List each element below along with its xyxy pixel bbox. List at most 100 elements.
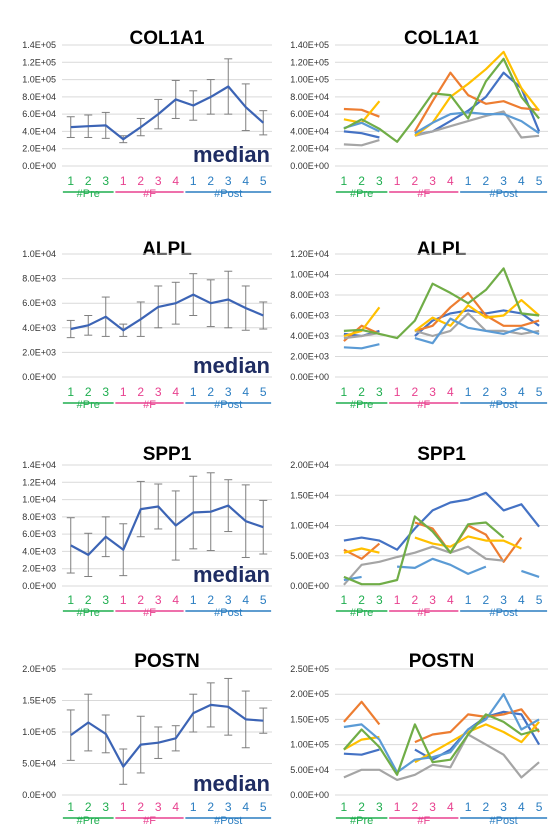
- x-tick-label: 2: [412, 593, 419, 607]
- x-tick-label: 3: [376, 800, 383, 814]
- x-tick-label: 3: [102, 385, 109, 399]
- y-tick-label: 6.00E+04: [290, 109, 329, 119]
- series-3: [343, 110, 540, 147]
- group-label: #Pre: [350, 399, 373, 411]
- x-tick-label: 1: [190, 800, 197, 814]
- x-tick-label: 5: [260, 385, 267, 399]
- group-label: #Pre: [350, 815, 373, 827]
- group-label: #F: [417, 188, 430, 200]
- x-tick-label: 1: [465, 593, 472, 607]
- series-line: [343, 575, 362, 582]
- x-tick-label: 1: [341, 593, 348, 607]
- x-tick-label: 3: [376, 385, 383, 399]
- y-tick-label: 2.00E+03: [290, 352, 329, 362]
- x-tick-label: 4: [518, 593, 525, 607]
- group-label: #Post: [214, 815, 242, 827]
- x-tick-label: 2: [483, 174, 490, 188]
- series-5: [343, 317, 540, 350]
- group-label: #F: [143, 399, 156, 411]
- group-label: #F: [143, 188, 156, 200]
- series-line: [414, 71, 541, 136]
- y-tick-label: 5.00E+03: [290, 551, 329, 561]
- chart-title: SPP1: [143, 444, 192, 465]
- series-6: [343, 267, 540, 340]
- group-label: #Post: [490, 815, 518, 827]
- median-line: [70, 293, 264, 332]
- series-4: [343, 535, 522, 554]
- chart-alpl-median: ALPL 0.0E+00 2.0E+03 4.0E+03 6.0E+03 8.0E+03 1…: [22, 239, 272, 411]
- x-tick-label: 2: [137, 174, 144, 188]
- x-tick-label: 3: [225, 174, 232, 188]
- x-tick-label: 1: [394, 174, 401, 188]
- x-tick-label: 4: [242, 174, 249, 188]
- series-line: [414, 708, 540, 744]
- series-line: [343, 515, 505, 586]
- x-tick-label: 2: [412, 800, 419, 814]
- x-tick-label: 3: [155, 174, 162, 188]
- series-line: [343, 57, 540, 143]
- chart-title: ALPL: [142, 239, 192, 260]
- x-tick-label: 2: [358, 174, 365, 188]
- y-tick-label: 2.0E+05: [22, 664, 56, 674]
- y-tick-label: 0.0E+00: [22, 790, 56, 800]
- chart-spp1-individual: SPP1 0.00E+00 5.00E+03 1.00E+04 1.50E+04 2.00…: [290, 444, 548, 619]
- y-tick-label: 5.00E+04: [290, 765, 329, 775]
- y-tick-label: 1.0E+04: [22, 249, 56, 259]
- x-tick-label: 2: [483, 593, 490, 607]
- group-label: #F: [417, 607, 430, 619]
- x-tick-label: 3: [225, 593, 232, 607]
- y-tick-label: 2.00E+04: [290, 144, 329, 154]
- y-tick-label: 1.00E+04: [290, 521, 329, 531]
- y-tick-label: 8.00E+03: [290, 290, 329, 300]
- x-tick-label: 3: [225, 385, 232, 399]
- y-tick-label: 1.0E+04: [22, 495, 56, 505]
- y-tick-label: 4.0E+03: [22, 546, 56, 556]
- x-tick-label: 3: [500, 174, 507, 188]
- group-label: #Pre: [77, 607, 100, 619]
- group-label: #Post: [214, 399, 242, 411]
- group-label: #Pre: [350, 188, 373, 200]
- chart-col1a1-median: COL1A1 0.0E+00 2.0E+04 4.0E+04 6.0E+04 8.0E+0…: [22, 28, 272, 200]
- x-tick-label: 3: [500, 800, 507, 814]
- x-tick-label: 4: [447, 800, 454, 814]
- y-tick-label: 8.0E+03: [22, 274, 56, 284]
- x-tick-label: 1: [120, 174, 127, 188]
- x-tick-label: 3: [155, 385, 162, 399]
- x-tick-label: 4: [242, 593, 249, 607]
- series-line: [343, 545, 504, 586]
- series-line: [343, 324, 380, 342]
- chart-title: SPP1: [417, 444, 466, 465]
- x-tick-label: 1: [341, 800, 348, 814]
- x-tick-label: 4: [172, 593, 179, 607]
- x-tick-label: 4: [447, 593, 454, 607]
- x-tick-label: 1: [190, 174, 197, 188]
- series-line: [414, 111, 540, 135]
- y-tick-label: 1.20E+04: [290, 249, 329, 259]
- series-3: [343, 733, 540, 782]
- series-line: [414, 312, 540, 338]
- chart-title: POSTN: [134, 651, 199, 672]
- median-label: median: [193, 353, 270, 378]
- x-tick-label: 3: [376, 593, 383, 607]
- x-tick-label: 2: [137, 800, 144, 814]
- series-line: [343, 343, 380, 350]
- x-tick-label: 1: [465, 174, 472, 188]
- x-tick-label: 2: [207, 385, 214, 399]
- series-line: [521, 569, 540, 578]
- group-label: #Pre: [350, 607, 373, 619]
- chart-postn-individual: POSTN 0.00E+00 5.00E+04 1.00E+05 1.50E+05 2.0…: [290, 651, 548, 827]
- group-label: #F: [143, 815, 156, 827]
- y-tick-label: 6.0E+03: [22, 298, 56, 308]
- y-tick-label: 5.0E+04: [22, 759, 56, 769]
- x-tick-label: 5: [260, 174, 267, 188]
- y-tick-label: 6.0E+03: [22, 529, 56, 539]
- chart-title: ALPL: [417, 239, 467, 260]
- series-line: [343, 331, 380, 340]
- series-line: [414, 721, 540, 764]
- y-tick-label: 0.00E+00: [290, 372, 329, 382]
- y-tick-label: 2.0E+03: [22, 347, 56, 357]
- x-tick-label: 1: [341, 174, 348, 188]
- x-tick-label: 5: [536, 800, 543, 814]
- x-tick-label: 5: [260, 800, 267, 814]
